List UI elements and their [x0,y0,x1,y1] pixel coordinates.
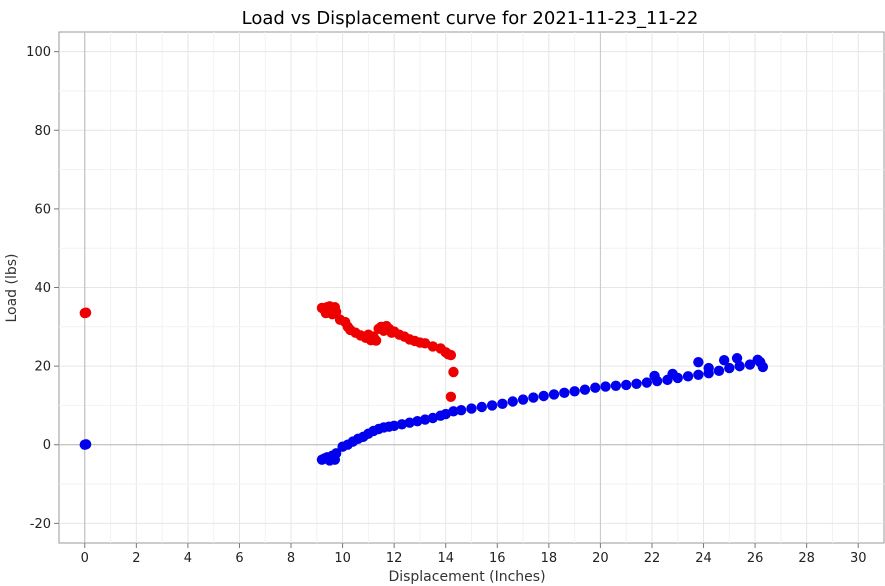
y-axis-ticks: -20 0 20 40 60 80 100 [26,45,59,532]
data-point [330,306,342,318]
y-tick-label: 60 [34,202,51,217]
data-point [528,392,539,403]
x-tick-label: 18 [541,551,558,566]
y-tick-label: 80 [34,124,51,139]
data-point [455,404,467,416]
data-point [744,359,756,370]
data-point [693,356,704,368]
data-point [724,362,735,374]
y-tick-label: 20 [34,360,51,375]
data-points [79,301,769,466]
data-point [448,406,459,417]
chart-title: Load vs Displacement curve for 2021-11-2… [242,8,699,29]
data-point [396,419,408,430]
data-point [476,401,488,413]
x-tick-label: 16 [489,551,506,566]
x-tick-label: 8 [287,551,295,566]
x-tick-label: 30 [850,551,867,566]
data-point [649,370,660,382]
x-tick-label: 4 [184,551,192,566]
data-point [445,391,457,402]
data-point [713,365,725,377]
data-point [548,389,560,400]
data-point [388,420,400,432]
x-tick-label: 2 [132,551,140,566]
data-point [80,307,92,318]
x-tick-label: 24 [695,551,712,566]
data-point [631,378,642,390]
x-tick-label: 0 [81,551,89,566]
data-point [610,380,622,391]
data-point [569,386,580,397]
y-axis-label: Load (lbs) [4,253,20,322]
data-point [579,384,591,395]
data-point [590,382,601,393]
series-red [79,301,459,402]
data-point [667,368,678,380]
data-point [419,414,431,425]
x-axis-ticks: 0 2 4 6 8 10 12 14 16 18 20 22 24 26 28 30 [81,543,867,566]
data-point [600,381,611,392]
data-point [731,353,743,364]
y-tick-label: -20 [30,517,51,532]
x-tick-label: 14 [437,551,454,566]
y-tick-label: 40 [34,281,51,296]
x-tick-label: 20 [592,551,609,566]
y-tick-label: 0 [43,438,51,453]
data-point [330,448,342,459]
data-point [703,362,714,374]
data-point [538,390,549,402]
data-point [507,396,518,407]
x-axis-label: Displacement (Inches) [388,569,545,585]
data-point [404,417,415,428]
data-point [734,360,745,372]
data-point [445,349,457,361]
x-tick-label: 28 [798,551,815,566]
x-tick-label: 26 [747,551,764,566]
data-point [559,387,570,399]
data-point [412,415,423,427]
data-point [517,394,529,405]
series-blue [79,353,769,466]
data-point [718,355,730,366]
data-point [682,371,694,382]
data-point [448,366,459,378]
x-tick-label: 12 [386,551,403,566]
axis-zero-lines [59,32,884,543]
data-point [752,354,763,366]
data-point [370,335,382,346]
y-tick-label: 100 [26,45,51,60]
data-point [466,403,477,414]
data-point [620,379,632,391]
data-point [497,398,508,410]
x-tick-label: 22 [644,551,661,566]
x-tick-label: 10 [334,551,351,566]
data-point [486,400,498,411]
data-point [693,369,704,380]
data-point [80,439,92,450]
data-point [641,377,653,388]
x-tick-label: 6 [235,551,243,566]
